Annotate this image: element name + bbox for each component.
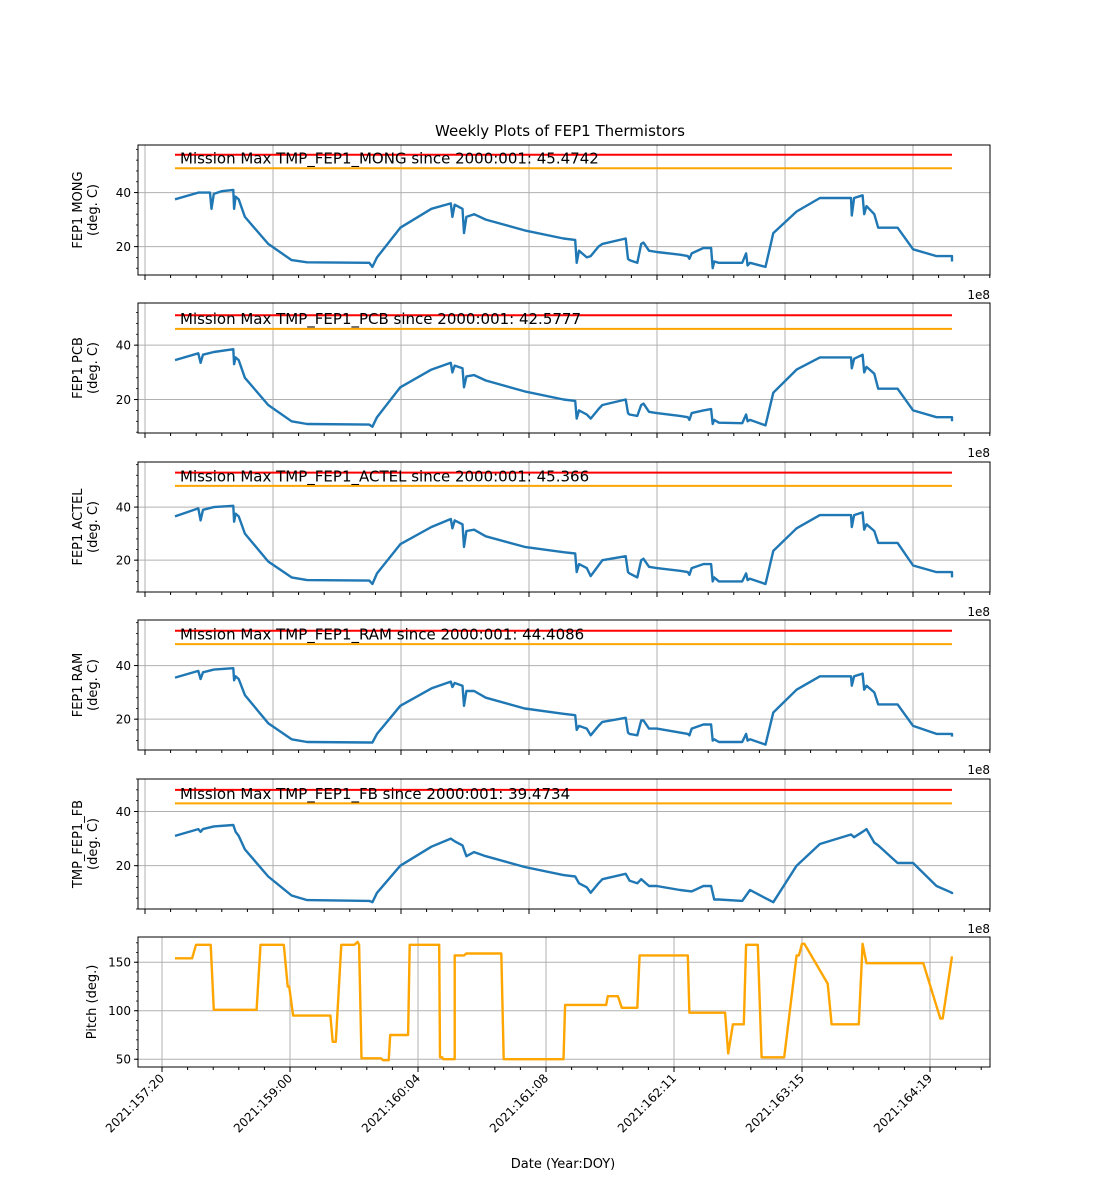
y-axis-label-line: (deg. C) — [86, 184, 101, 236]
y-tick-label: 100 — [108, 1004, 131, 1018]
plot-area — [138, 303, 990, 433]
mission-max-annotation: Mission Max TMP_FEP1_FB since 2000:001: … — [180, 785, 570, 804]
temperature-series-line — [174, 504, 954, 586]
y-axis-label: TMP_FEP1_FB(deg. C) — [71, 800, 101, 889]
plot-area — [138, 620, 990, 750]
y-tick-label: 40 — [116, 186, 131, 200]
x-offset-label: 1e8 — [967, 446, 990, 460]
temperature-series-line — [174, 348, 954, 428]
x-tick-label: 2021:159:00 — [231, 1071, 295, 1135]
y-axis-label-line: (deg. C) — [86, 501, 101, 553]
subplot-5: 20 40 Mission Max TMP_FEP1_FB since 2000:0… — [71, 778, 991, 936]
y-tick-label: 20 — [116, 554, 131, 568]
temperature-series-line — [174, 823, 954, 904]
y-axis-label-line: FEP1 ACTEL — [71, 488, 86, 566]
axes-frame — [137, 936, 991, 1068]
y-axis-label-line: FEP1 MONG — [71, 171, 86, 248]
subplot-2: 20 40 Mission Max TMP_FEP1_PCB since 2000:… — [71, 302, 991, 460]
y-axis-label-line: Pitch (deg.) — [85, 965, 100, 1040]
y-tick-label: 20 — [116, 713, 131, 727]
x-tick-label: 2021:157:20 — [103, 1071, 167, 1135]
y-axis-label: FEP1 ACTEL(deg. C) — [71, 488, 101, 566]
y-tick-label: 40 — [116, 501, 131, 515]
y-axis-label-line: FEP1 PCB — [71, 337, 86, 399]
y-axis-label: FEP1 PCB(deg. C) — [71, 337, 101, 399]
axes-frame — [137, 144, 991, 276]
y-axis-label: FEP1 MONG(deg. C) — [71, 171, 101, 248]
figure-title: Weekly Plots of FEP1 Thermistors — [435, 122, 685, 140]
x-tick-label: 2021:163:15 — [743, 1071, 807, 1135]
pitch-series-line — [175, 940, 954, 1062]
y-tick-label: 20 — [116, 393, 131, 407]
y-tick-label: 150 — [108, 956, 131, 970]
subplot-1: 20 40 Mission Max TMP_FEP1_MONG since 2000… — [71, 144, 991, 302]
x-offset-label: 1e8 — [967, 922, 990, 936]
temperature-series-line — [174, 188, 954, 270]
mission-max-annotation: Mission Max TMP_FEP1_RAM since 2000:001:… — [180, 626, 584, 645]
subplot-4: 20 40 Mission Max TMP_FEP1_RAM since 2000:… — [71, 619, 991, 777]
mission-max-annotation: Mission Max TMP_FEP1_MONG since 2000:001… — [180, 150, 599, 169]
y-axis-label-line: (deg. C) — [86, 342, 101, 394]
y-axis-label: Pitch (deg.) — [85, 965, 100, 1040]
y-axis-label-line: (deg. C) — [86, 659, 101, 711]
x-axis-label: Date (Year:DOY) — [511, 1157, 616, 1172]
subplot-3: 20 40 Mission Max TMP_FEP1_ACTEL since 200… — [71, 461, 991, 619]
x-offset-label: 1e8 — [967, 288, 990, 302]
y-axis-label: FEP1 RAM(deg. C) — [71, 653, 101, 718]
y-tick-label: 20 — [116, 859, 131, 873]
axes-frame — [137, 461, 991, 593]
y-axis-label-line: TMP_FEP1_FB — [71, 800, 86, 889]
y-tick-label: 50 — [116, 1053, 131, 1067]
axes-frame — [137, 778, 991, 910]
y-tick-label: 40 — [116, 805, 131, 819]
subplot-6: 50 100 150 Pitch (deg.) 2021:157:20 2021:159:… — [85, 936, 991, 1135]
x-offset-label: 1e8 — [967, 763, 990, 777]
axes-frame — [137, 619, 991, 751]
mission-max-annotation: Mission Max TMP_FEP1_ACTEL since 2000:00… — [180, 468, 589, 487]
temperature-series-line — [174, 667, 954, 746]
x-offset-label: 1e8 — [967, 605, 990, 619]
y-tick-label: 40 — [116, 339, 131, 353]
x-tick-label: 2021:161:08 — [487, 1071, 551, 1135]
x-tick-label: 2021:164:19 — [871, 1071, 935, 1135]
y-tick-label: 40 — [116, 659, 131, 673]
y-tick-label: 20 — [116, 240, 131, 254]
y-axis-label-line: (deg. C) — [86, 818, 101, 870]
axes-frame — [137, 302, 991, 434]
x-tick-label: 2021:160:04 — [359, 1071, 423, 1135]
y-axis-label-line: FEP1 RAM — [71, 653, 86, 718]
mission-max-annotation: Mission Max TMP_FEP1_PCB since 2000:001:… — [180, 310, 581, 329]
x-tick-label: 2021:162:11 — [615, 1071, 679, 1135]
